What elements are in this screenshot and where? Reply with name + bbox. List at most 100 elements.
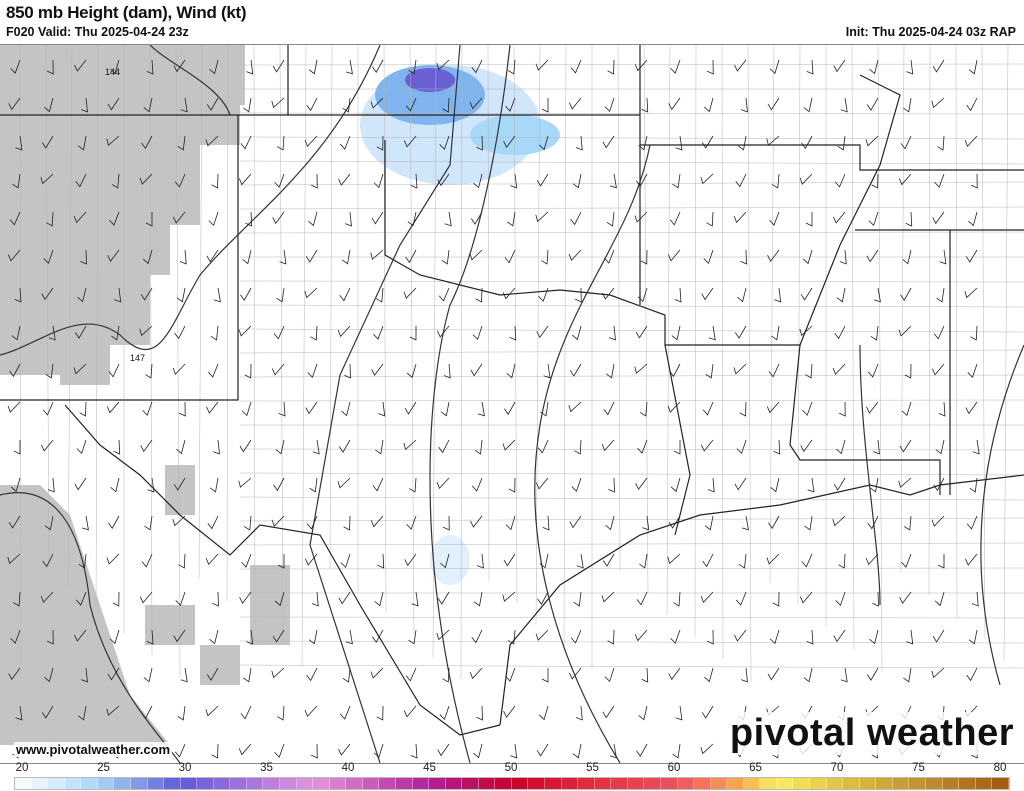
wind-barb (937, 554, 945, 569)
wind-barb (538, 135, 549, 151)
wind-barb (571, 477, 582, 492)
wind-barb (7, 401, 21, 413)
wind-barb (707, 629, 714, 645)
wind-barb (769, 59, 780, 75)
wind-barb (141, 705, 153, 720)
wind-barb (145, 212, 153, 227)
colorbar-segment (959, 778, 976, 789)
wind-barb (378, 401, 386, 417)
wind-barb (7, 553, 21, 565)
wind-barb (312, 439, 320, 455)
wind-barb (44, 515, 54, 531)
wind-barb (470, 363, 483, 377)
wind-barb (106, 553, 120, 565)
wind-barb (140, 439, 153, 453)
wind-barb (601, 591, 615, 603)
wind-barb (111, 173, 120, 189)
colorbar-segment (180, 778, 198, 789)
wind-barb (871, 173, 879, 189)
wind-barb (903, 97, 912, 113)
wind-barb (8, 97, 21, 111)
wind-barb (44, 97, 54, 113)
wind-barb (608, 477, 615, 493)
colorbar-segment (230, 778, 247, 789)
wind-barb (139, 591, 153, 604)
wind-barb (833, 477, 846, 491)
wind-barb (669, 363, 681, 378)
colorbar-segment (164, 778, 181, 789)
wind-barb (605, 515, 615, 531)
wind-barb (503, 705, 516, 718)
wind-barb (107, 667, 120, 681)
wind-barb (210, 325, 219, 341)
wind-barb (738, 553, 747, 569)
wind-barb (634, 211, 648, 223)
wind-barb (343, 515, 351, 531)
wind-barb (142, 401, 153, 416)
wind-barb (970, 325, 978, 341)
wind-barb (474, 439, 483, 455)
wind-barb (903, 515, 912, 531)
colorbar-segment (462, 778, 479, 789)
wind-barb (277, 554, 285, 569)
colorbar-segment (909, 778, 926, 789)
wind-barb (538, 705, 549, 721)
wind-barb (304, 705, 318, 717)
colorbar-segment (130, 778, 148, 789)
wind-barb (539, 553, 549, 569)
wind-barb (568, 401, 582, 413)
terrain-mask (0, 45, 290, 745)
wind-barb (311, 743, 318, 759)
wind-barb (107, 97, 120, 111)
weather-map[interactable]: 144 147 (0, 44, 1024, 764)
colorbar-label: 30 (178, 762, 192, 774)
colorbar-segment (263, 778, 280, 789)
wind-barb (704, 515, 714, 531)
wind-barb (537, 439, 549, 454)
wind-barb (541, 98, 549, 113)
wind-barb (968, 629, 978, 645)
wind-barb (341, 249, 351, 265)
wind-barb (637, 287, 648, 303)
wind-barb (605, 363, 615, 379)
wind-barb (209, 59, 219, 75)
wind-barb (177, 135, 186, 151)
wind-barb (898, 477, 912, 488)
wind-barb (700, 591, 714, 603)
map-title: 850 mb Height (dam), Wind (kt) (6, 3, 247, 22)
wind-barb (243, 97, 252, 113)
wind-barb (768, 515, 780, 530)
wind-barb (573, 591, 582, 607)
wind-barb (642, 515, 650, 531)
wind-barb (78, 553, 87, 569)
wind-barb (938, 401, 946, 417)
wind-barb (179, 249, 187, 265)
wind-barb (635, 477, 648, 490)
wind-barb (536, 743, 549, 757)
wind-barb (575, 705, 583, 721)
wind-barb (873, 439, 880, 455)
wind-barb (472, 325, 483, 341)
wind-barb (77, 287, 87, 303)
wind-barb (180, 97, 188, 113)
wind-barb (671, 325, 681, 341)
wind-barb (79, 401, 87, 417)
wind-barb (375, 439, 384, 455)
wind-barb (409, 326, 417, 341)
wind-barb (935, 439, 945, 455)
wind-barb (340, 135, 351, 150)
wind-barb (439, 135, 450, 150)
wind-barb (774, 287, 782, 303)
wind-barb (11, 325, 21, 341)
wind-barb (370, 249, 384, 260)
colorbar-segment (578, 778, 595, 789)
wind-barb (345, 629, 353, 645)
wind-barb (570, 211, 582, 226)
wind-barb (409, 477, 417, 493)
wind-barb (733, 363, 747, 375)
wind-barb (870, 325, 879, 341)
wind-barb (373, 173, 384, 189)
wind-barb (572, 743, 582, 759)
wind-barb (966, 515, 978, 530)
wind-barb (569, 363, 582, 377)
